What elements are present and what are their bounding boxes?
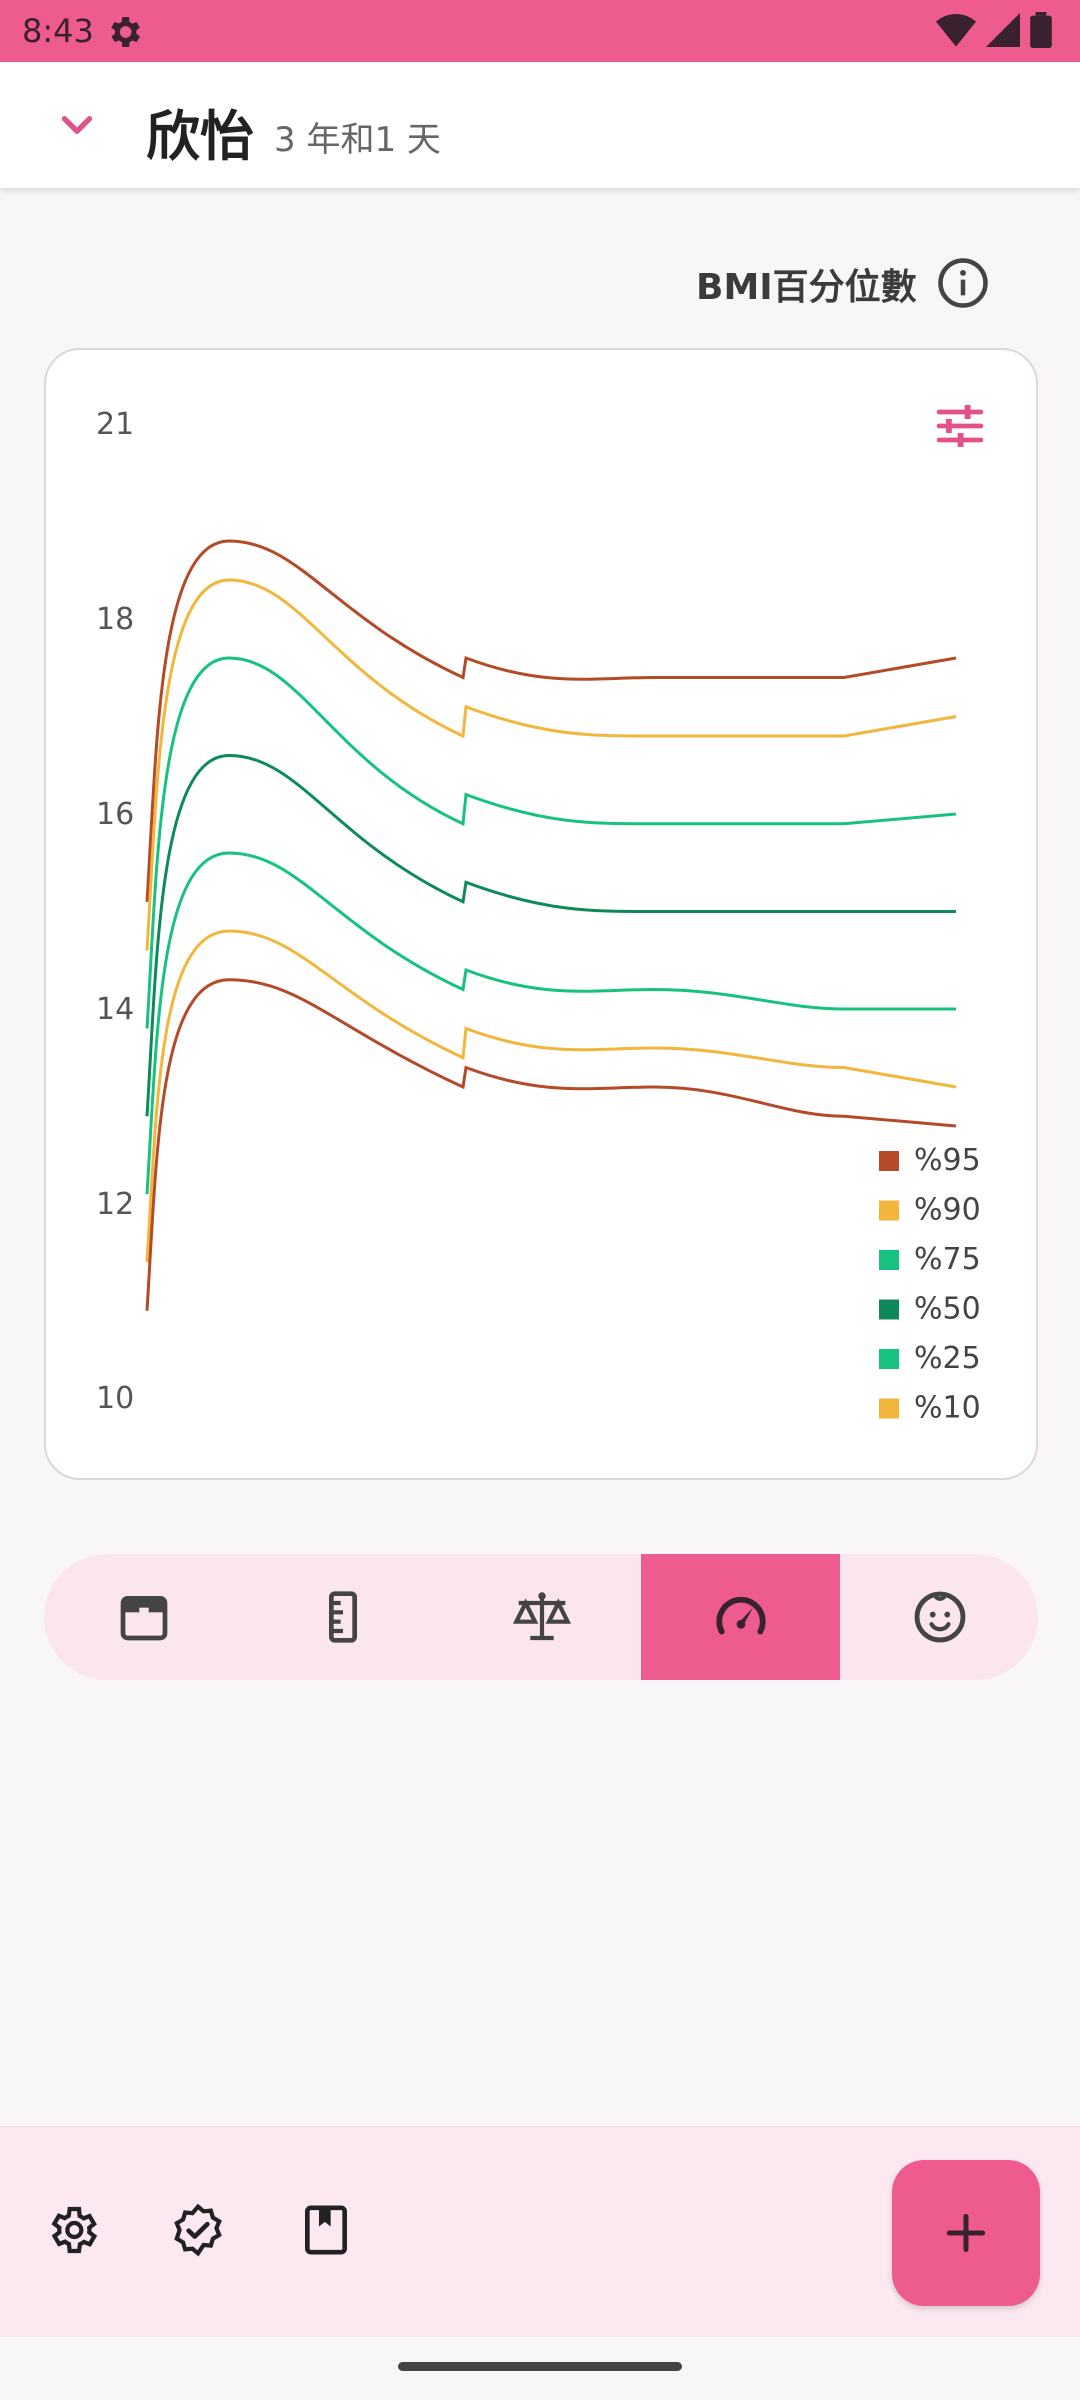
legend-label: %90 xyxy=(914,1193,981,1228)
legend-label: %5 xyxy=(914,1440,962,1475)
bmi-percentile-chart: 21 18 16 14 12 10 %95 %90 %75 %50 %25 %10 %5 xyxy=(96,407,981,1475)
battery-icon xyxy=(1030,12,1052,48)
series-line-p75 xyxy=(145,656,957,1029)
tab-development[interactable] xyxy=(840,1554,1038,1680)
y-tick-label: 18 xyxy=(96,602,134,637)
legend: %95 %90 %75 %50 %25 %10 %5 xyxy=(879,1143,981,1475)
plus-icon xyxy=(946,2213,986,2253)
filter-settings-icon[interactable] xyxy=(932,398,988,454)
legend-swatch xyxy=(879,1398,899,1419)
tab-calendar[interactable] xyxy=(44,1554,243,1680)
legend-swatch xyxy=(879,1448,899,1468)
legend-swatch xyxy=(879,1299,899,1320)
series-line-p10 xyxy=(145,929,957,1263)
legend-label: %25 xyxy=(914,1341,981,1376)
gauge-icon xyxy=(715,1596,766,1635)
calendar-icon xyxy=(120,1596,167,1641)
info-icon[interactable] xyxy=(936,256,990,310)
verified-badge-icon[interactable] xyxy=(170,2202,226,2258)
section-title: BMI百分位數 xyxy=(696,267,917,308)
status-time: 8:43 xyxy=(22,12,94,50)
tab-bmi[interactable] xyxy=(641,1554,840,1680)
y-tick-label: 10 xyxy=(96,1381,134,1416)
legend-swatch xyxy=(879,1151,899,1171)
app-bar: 欣怡 3 年和1 天 xyxy=(0,62,1080,188)
add-entry-button[interactable] xyxy=(892,2160,1040,2306)
scale-icon xyxy=(512,1592,571,1641)
legend-label: %95 xyxy=(914,1143,981,1178)
settings-status-icon xyxy=(111,17,140,47)
chevron-down-icon[interactable] xyxy=(52,100,102,150)
legend-label: %10 xyxy=(914,1391,981,1426)
baby-face-icon xyxy=(914,1591,965,1643)
tab-height[interactable] xyxy=(243,1554,442,1680)
signal-icon xyxy=(986,13,1020,47)
y-tick-label: 16 xyxy=(96,797,134,832)
gesture-navigation-bar[interactable] xyxy=(398,2362,682,2371)
chart-type-tabs xyxy=(44,1554,1038,1680)
legend-label: %75 xyxy=(914,1242,981,1277)
wifi-icon xyxy=(936,14,976,47)
status-icons xyxy=(936,12,1052,48)
y-tick-label: 14 xyxy=(96,992,134,1027)
legend-swatch xyxy=(879,1250,899,1270)
series-line-p25 xyxy=(145,851,956,1195)
chart-card xyxy=(44,348,1038,1480)
legend-swatch xyxy=(879,1349,899,1369)
legend-swatch xyxy=(879,1200,899,1221)
series-line-p90 xyxy=(145,578,957,951)
series-line-p5 xyxy=(145,978,957,1311)
y-tick-label: 21 xyxy=(96,407,134,442)
ruler-icon xyxy=(328,1591,357,1643)
settings-icon[interactable] xyxy=(44,2202,100,2258)
series-line-p95 xyxy=(145,539,957,902)
legend-label: %50 xyxy=(914,1292,981,1327)
y-tick-label: 12 xyxy=(96,1187,134,1222)
child-name: 欣怡 xyxy=(146,105,254,168)
bookmark-book-icon[interactable] xyxy=(298,2202,354,2258)
tab-weight[interactable] xyxy=(442,1554,641,1680)
child-age: 3 年和1 天 xyxy=(274,120,441,160)
status-bar: 8:43 xyxy=(0,0,1080,62)
series-line-p50 xyxy=(145,753,956,1117)
